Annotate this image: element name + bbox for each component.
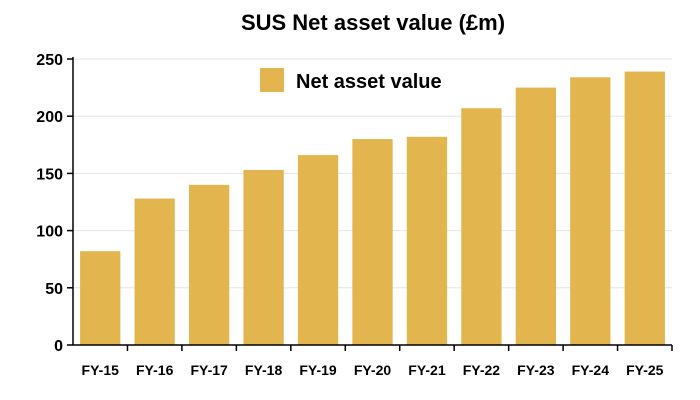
y-tick-label: 100 xyxy=(36,224,63,241)
chart-title: SUS Net asset value (£m) xyxy=(241,10,505,35)
bar xyxy=(461,108,502,345)
x-tick-label: FY-25 xyxy=(626,362,664,378)
bar xyxy=(243,169,284,345)
y-tick-label: 0 xyxy=(54,338,63,355)
bar xyxy=(297,155,339,345)
x-tick-label: FY-15 xyxy=(82,362,120,378)
x-tick-label: FY-16 xyxy=(136,362,174,378)
y-tick-label: 50 xyxy=(45,281,63,298)
x-tick-label: FY-19 xyxy=(299,362,337,378)
bar xyxy=(624,71,665,346)
x-tick-label: FY-21 xyxy=(408,362,446,378)
x-tick-label: FY-22 xyxy=(463,362,501,378)
y-tick-label: 200 xyxy=(36,109,63,126)
x-tick-label: FY-18 xyxy=(245,362,283,378)
bar xyxy=(80,251,121,345)
legend: Net asset value xyxy=(260,68,442,93)
bars xyxy=(80,71,665,346)
y-tick-label: 150 xyxy=(36,166,63,183)
x-tick-label: FY-23 xyxy=(517,362,555,378)
legend-swatch xyxy=(260,68,284,92)
bar xyxy=(515,87,557,345)
bar xyxy=(570,77,611,345)
x-tick-label: FY-17 xyxy=(190,362,228,378)
x-tick-labels: FY-15 FY-16 FY-17 FY-18 FY-19 FY-20 FY-21 FY-22… xyxy=(82,362,664,378)
axes xyxy=(67,57,673,351)
bar xyxy=(134,198,175,345)
legend-label: Net asset value xyxy=(296,71,442,93)
y-tick-labels: 0 50 100 150 200 250 xyxy=(36,52,63,355)
bar xyxy=(406,136,448,345)
bar xyxy=(188,184,230,345)
x-tick-label: FY-20 xyxy=(354,362,392,378)
y-tick-label: 250 xyxy=(36,52,63,69)
x-tick-label: FY-24 xyxy=(572,362,610,378)
bar xyxy=(352,139,393,345)
